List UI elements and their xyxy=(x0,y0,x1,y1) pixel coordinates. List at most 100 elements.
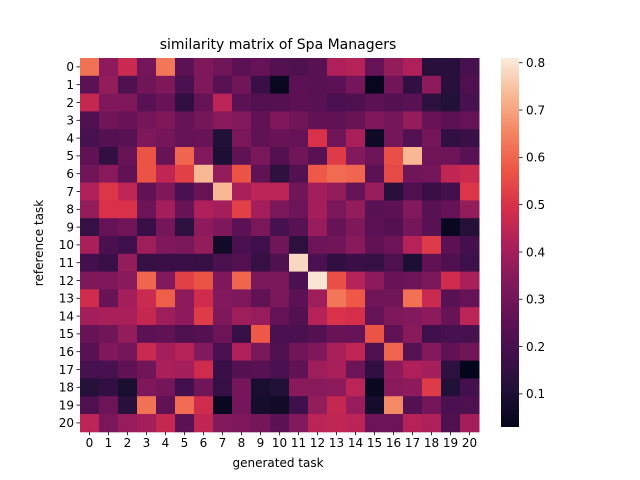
heatmap-cell xyxy=(346,147,366,166)
heatmap-cell xyxy=(327,360,347,379)
heatmap-cell xyxy=(80,307,100,326)
heatmap-cell xyxy=(460,147,480,166)
heatmap-cell xyxy=(99,129,119,148)
heatmap-cell xyxy=(460,75,480,95)
heatmap-cell xyxy=(346,182,366,201)
heatmap-cell xyxy=(422,164,442,184)
heatmap-cell xyxy=(194,147,214,166)
heatmap-cell xyxy=(327,378,347,397)
heatmap-cell xyxy=(403,342,423,362)
heatmap-cell xyxy=(137,58,157,77)
heatmap-cell xyxy=(422,378,442,397)
heatmap-cell xyxy=(156,342,176,362)
heatmap-cell xyxy=(327,396,347,415)
heatmap-cell xyxy=(175,253,195,273)
colorbar-tick-label: 0.7 xyxy=(526,103,545,117)
heatmap-cell xyxy=(308,147,328,166)
heatmap-cell xyxy=(118,342,138,362)
heatmap-cell xyxy=(232,182,252,201)
heatmap-cell xyxy=(384,289,404,308)
heatmap-cell xyxy=(327,93,347,112)
heatmap-cell xyxy=(346,360,366,379)
heatmap-cell xyxy=(403,307,423,326)
heatmap-cell xyxy=(346,325,366,344)
heatmap-cell xyxy=(384,164,404,184)
heatmap-cell xyxy=(384,414,404,433)
heatmap-cell xyxy=(460,218,480,237)
heatmap-cell xyxy=(308,360,328,379)
heatmap-cell xyxy=(346,93,366,112)
heatmap-cell xyxy=(175,93,195,112)
heatmap-cell xyxy=(137,236,157,255)
heatmap-cell xyxy=(175,182,195,201)
heatmap-cell xyxy=(251,378,271,397)
heatmap-cell xyxy=(270,93,290,112)
heatmap-cell xyxy=(403,271,423,290)
heatmap-cell xyxy=(308,200,328,219)
heatmap-cell xyxy=(441,307,461,326)
heatmap-cell xyxy=(346,236,366,255)
heatmap-cell xyxy=(156,58,176,77)
heatmap-cell xyxy=(270,164,290,184)
heatmap-cell xyxy=(99,360,119,379)
heatmap-cell xyxy=(384,236,404,255)
heatmap-cell xyxy=(232,289,252,308)
heatmap-cell xyxy=(270,325,290,344)
heatmap-cell xyxy=(175,58,195,77)
x-tick-label: 1 xyxy=(105,436,113,450)
heatmap-cell xyxy=(289,164,309,184)
heatmap-cell xyxy=(327,236,347,255)
heatmap-cell xyxy=(99,236,119,255)
heatmap-cell xyxy=(156,253,176,273)
heatmap-cell xyxy=(403,93,423,112)
heatmap-cell xyxy=(80,325,100,344)
heatmap-cell xyxy=(232,111,252,130)
heatmap-cell xyxy=(365,164,385,184)
heatmap-cell xyxy=(232,342,252,362)
heatmap-cell xyxy=(346,396,366,415)
heatmap-cell xyxy=(384,129,404,148)
heatmap-cell xyxy=(137,271,157,290)
heatmap-cell xyxy=(460,93,480,112)
heatmap-cell xyxy=(80,360,100,379)
heatmap-cell xyxy=(213,75,233,95)
heatmap-cell xyxy=(327,271,347,290)
heatmap-cell xyxy=(441,289,461,308)
heatmap-cell xyxy=(118,147,138,166)
colorbar: 0.1 0.2 0.3 0.4 0.5 0.6 0.7 0.8 xyxy=(501,56,545,427)
heatmap-cell xyxy=(365,396,385,415)
heatmap-cell xyxy=(289,307,309,326)
heatmap-cell xyxy=(365,307,385,326)
heatmap-cell xyxy=(270,396,290,415)
heatmap-cell xyxy=(80,182,100,201)
heatmap-cell xyxy=(384,147,404,166)
heatmap-cell xyxy=(327,75,347,95)
y-axis-label: reference task xyxy=(32,200,46,286)
heatmap-cell xyxy=(175,147,195,166)
heatmap-cell xyxy=(460,325,480,344)
heatmap-cell xyxy=(460,111,480,130)
x-tick-label: 17 xyxy=(405,436,420,450)
heatmap-cell xyxy=(137,93,157,112)
heatmap-cell xyxy=(460,182,480,201)
heatmap-cell xyxy=(422,289,442,308)
heatmap-cell xyxy=(251,147,271,166)
x-tick-label: 0 xyxy=(86,436,94,450)
heatmap-cell xyxy=(289,75,309,95)
heatmap-cell xyxy=(384,396,404,415)
heatmap-cell xyxy=(346,129,366,148)
x-axis-ticks: 0 1 2 3 4 5 6 7 8 9 10 11 12 13 14 15 16 17 18 19 20 xyxy=(86,431,477,450)
heatmap-cell xyxy=(137,200,157,219)
heatmap-cell xyxy=(194,58,214,77)
heatmap-cell xyxy=(175,271,195,290)
x-tick-label: 10 xyxy=(272,436,287,450)
heatmap-cell xyxy=(403,164,423,184)
heatmap-cell xyxy=(156,218,176,237)
heatmap-cell xyxy=(422,396,442,415)
heatmap-cell xyxy=(194,164,214,184)
heatmap-cell xyxy=(156,414,176,433)
heatmap-cell xyxy=(194,200,214,219)
heatmap-cell xyxy=(270,342,290,362)
heatmap-cell xyxy=(137,147,157,166)
heatmap-cell xyxy=(289,253,309,273)
